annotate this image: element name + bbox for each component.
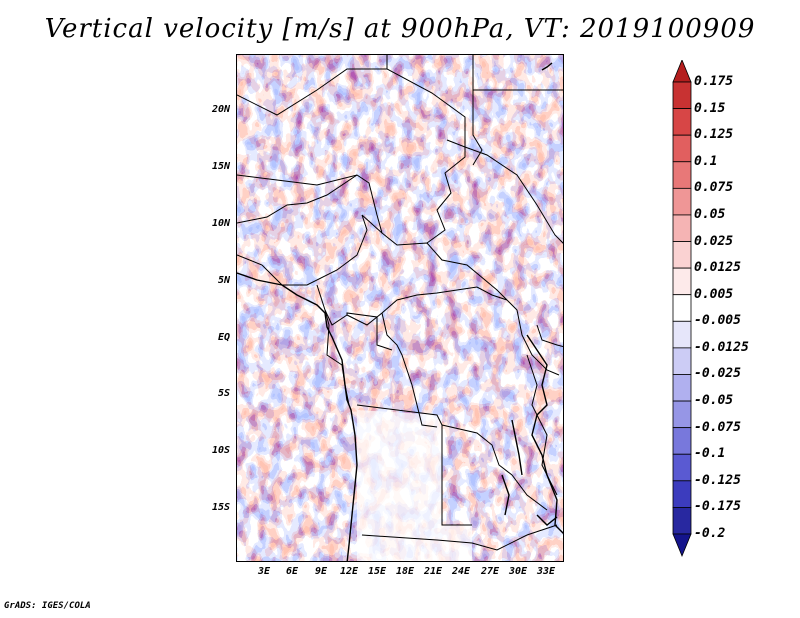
colorbar-segment [673, 268, 691, 295]
colorbar-segment [673, 428, 691, 455]
colorbar-segment [673, 374, 691, 401]
colorbar-level-label: 0.125 [694, 127, 733, 142]
colorbar-level-label: -0.005 [694, 313, 741, 328]
colorbar-level-label: 0.005 [694, 287, 733, 302]
colorbar-level-label: 0.0125 [694, 260, 741, 275]
lat-label-10n: 10N [190, 218, 230, 229]
colorbar-segment [673, 321, 691, 348]
map-plot-area [236, 54, 564, 562]
colorbar-level-label: 0.075 [694, 180, 733, 195]
chart-title: Vertical velocity [m/s] at 900hPa, VT: 2… [0, 14, 800, 44]
colorbar [672, 60, 692, 560]
lat-label-5s: 5S [190, 388, 230, 399]
grads-credit: GrADS: IGES/COLA [4, 601, 91, 611]
lon-label-15e: 15E [362, 566, 392, 577]
lon-label-27e: 27E [475, 566, 505, 577]
colorbar-segment [673, 188, 691, 215]
colorbar-level-label: 0.05 [694, 207, 725, 222]
colorbar-level-label: -0.125 [694, 473, 741, 488]
lat-label-10s: 10S [190, 445, 230, 456]
colorbar-level-label: -0.175 [694, 499, 741, 514]
lon-label-12e: 12E [334, 566, 364, 577]
colorbar-segment [673, 109, 691, 136]
colorbar-segment [673, 348, 691, 375]
colorbar-segment [673, 242, 691, 269]
colorbar-top-arrow [673, 60, 691, 82]
lon-label-9e: 9E [306, 566, 336, 577]
lon-label-24e: 24E [446, 566, 476, 577]
lat-label-20n: 20N [190, 104, 230, 115]
colorbar-level-label: 0.15 [694, 101, 725, 116]
lat-label-15n: 15N [190, 161, 230, 172]
lon-label-6e: 6E [277, 566, 307, 577]
colorbar-segment [673, 295, 691, 322]
lat-label-15s: 15S [190, 502, 230, 513]
lon-label-21e: 21E [418, 566, 448, 577]
colorbar-segment [673, 481, 691, 508]
colorbar-level-label: -0.2 [694, 526, 725, 541]
colorbar-segment [673, 82, 691, 109]
colorbar-segment [673, 507, 691, 534]
colorbar-segment [673, 135, 691, 162]
colorbar-level-label: -0.025 [694, 366, 741, 381]
lon-label-18e: 18E [390, 566, 420, 577]
colorbar-segment [673, 401, 691, 428]
lat-label-eq: EQ [190, 332, 230, 343]
lat-label-5n: 5N [190, 275, 230, 286]
colorbar-level-label: -0.05 [694, 393, 733, 408]
colorbar-segment [673, 215, 691, 242]
lon-label-3e: 3E [249, 566, 279, 577]
colorbar-bottom-arrow [673, 534, 691, 556]
colorbar-level-label: -0.1 [694, 446, 725, 461]
colorbar-level-label: 0.1 [694, 154, 717, 169]
lon-label-33e: 33E [531, 566, 561, 577]
colorbar-level-label: -0.0125 [694, 340, 749, 355]
colorbar-level-label: -0.075 [694, 420, 741, 435]
colorbar-level-label: 0.025 [694, 234, 733, 249]
map-svg [237, 55, 564, 562]
colorbar-segment [673, 162, 691, 189]
lon-label-30e: 30E [503, 566, 533, 577]
colorbar-level-label: 0.175 [694, 74, 733, 89]
colorbar-segment [673, 454, 691, 481]
